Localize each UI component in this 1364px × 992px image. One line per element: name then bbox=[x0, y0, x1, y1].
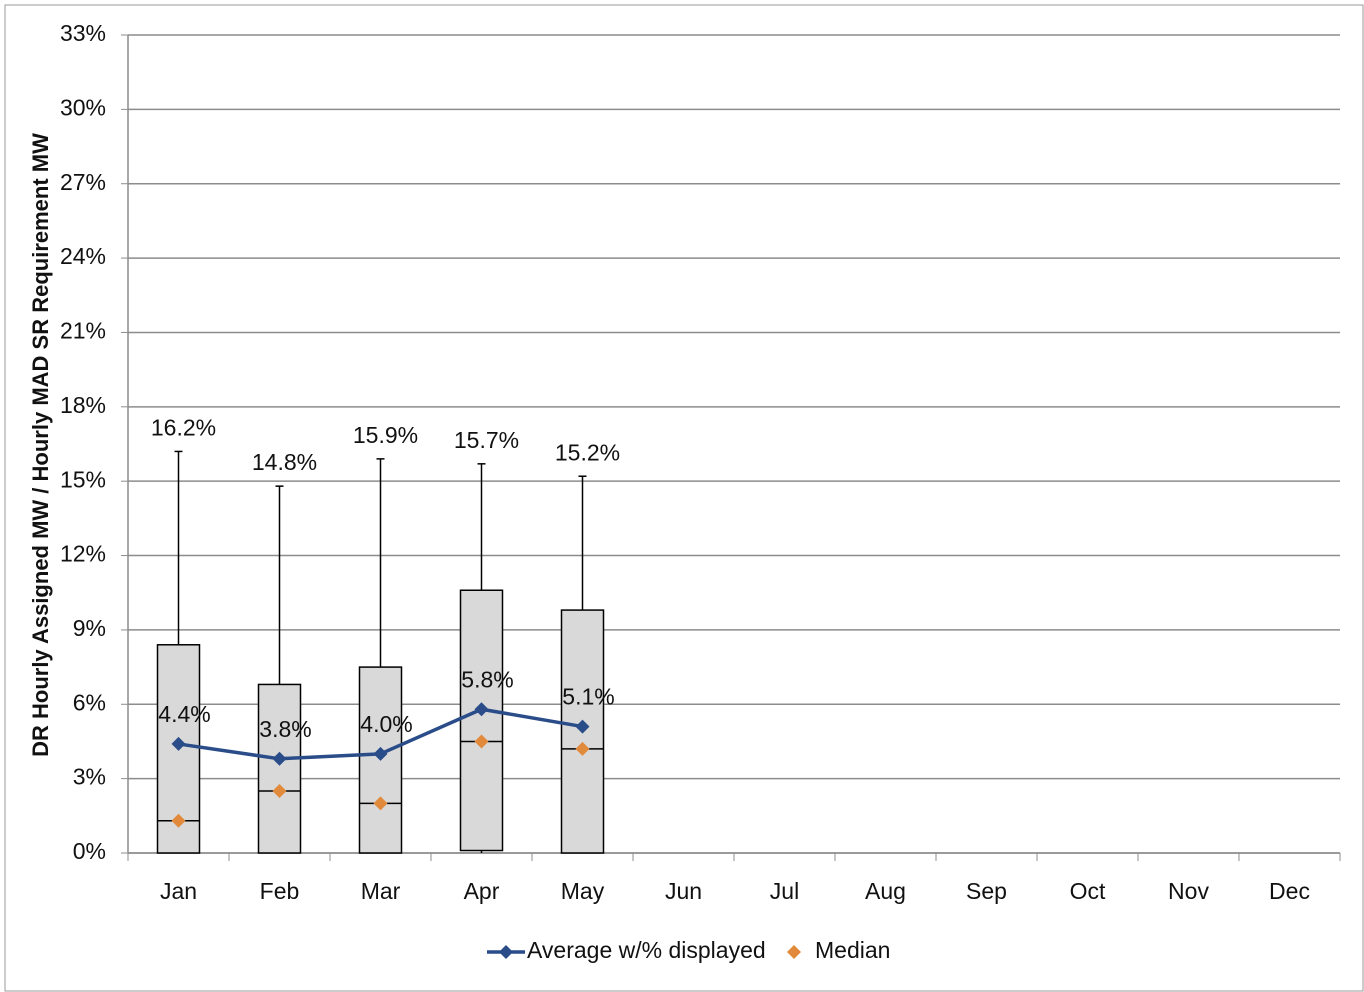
x-tick-label: Mar bbox=[361, 878, 401, 904]
x-tick-label: Aug bbox=[865, 878, 906, 904]
y-tick-label: 0% bbox=[73, 838, 106, 864]
box bbox=[257, 683, 302, 854]
average-label: 3.8% bbox=[259, 716, 311, 742]
average-marker bbox=[474, 702, 489, 717]
y-tick-label: 27% bbox=[60, 169, 106, 195]
y-tick-label: 24% bbox=[60, 243, 106, 269]
y-tick-label: 3% bbox=[73, 764, 106, 790]
x-tick-label: Jun bbox=[665, 878, 702, 904]
y-tick-label: 18% bbox=[60, 392, 106, 418]
average-marker bbox=[171, 736, 186, 751]
box bbox=[459, 589, 504, 852]
x-tick-label: Jan bbox=[160, 878, 197, 904]
average-marker bbox=[373, 746, 388, 761]
x-tick-label: Dec bbox=[1269, 878, 1310, 904]
legend-label: Average w/% displayed bbox=[527, 937, 766, 963]
x-tick-label: Apr bbox=[464, 878, 500, 904]
median-marker bbox=[272, 784, 287, 799]
y-tick-label: 21% bbox=[60, 318, 106, 344]
average-label: 5.8% bbox=[461, 666, 513, 692]
max-label: 14.8% bbox=[252, 449, 317, 475]
x-tick-label: Jul bbox=[770, 878, 799, 904]
y-tick-label: 33% bbox=[60, 20, 106, 46]
max-label: 15.9% bbox=[353, 422, 418, 448]
average-marker bbox=[575, 719, 590, 734]
median-marker bbox=[474, 734, 489, 749]
y-tick-label: 30% bbox=[60, 94, 106, 120]
x-tick-label: Sep bbox=[966, 878, 1007, 904]
median-marker bbox=[575, 741, 590, 756]
legend-swatch bbox=[787, 945, 801, 959]
x-tick-label: Oct bbox=[1070, 878, 1106, 904]
x-tick-label: Nov bbox=[1168, 878, 1209, 904]
average-marker bbox=[272, 751, 287, 766]
y-tick-label: 12% bbox=[60, 541, 106, 567]
max-label: 15.2% bbox=[555, 439, 620, 465]
y-tick-label: 9% bbox=[73, 615, 106, 641]
x-tick-label: Feb bbox=[260, 878, 300, 904]
average-label: 4.4% bbox=[158, 701, 210, 727]
max-label: 15.7% bbox=[454, 427, 519, 453]
median-marker bbox=[373, 796, 388, 811]
x-tick-label: May bbox=[561, 878, 605, 904]
y-tick-label: 6% bbox=[73, 689, 106, 715]
frame bbox=[4, 4, 1364, 992]
median-marker bbox=[171, 813, 186, 828]
legend-label: Median bbox=[815, 937, 890, 963]
y-tick-label: 15% bbox=[60, 466, 106, 492]
legend-swatch bbox=[499, 945, 513, 959]
max-label: 16.2% bbox=[151, 415, 216, 441]
average-label: 4.0% bbox=[360, 711, 412, 737]
y-axis-label: DR Hourly Assigned MW / Hourly MAD SR Re… bbox=[28, 133, 53, 757]
average-label: 5.1% bbox=[562, 684, 614, 710]
